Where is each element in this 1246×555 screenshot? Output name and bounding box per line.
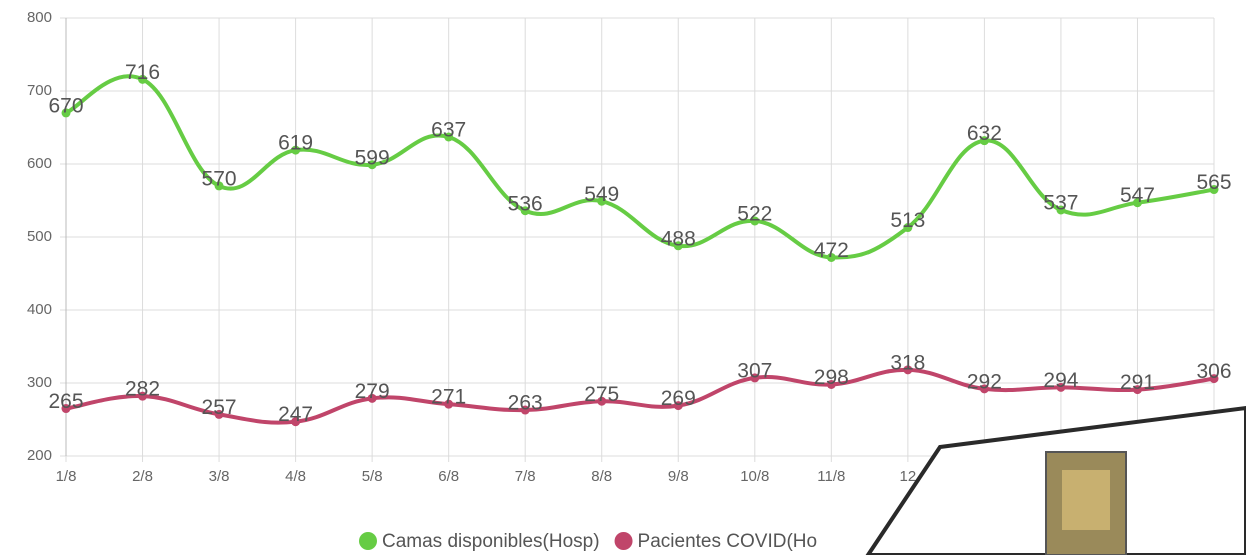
x-tick-label: 8/8 bbox=[591, 468, 612, 485]
x-tick-label: 6/8 bbox=[438, 468, 459, 485]
x-tick-label: 11/8 bbox=[817, 468, 845, 485]
data-label: 294 bbox=[1043, 369, 1078, 392]
data-label: 263 bbox=[508, 392, 543, 415]
data-label: 271 bbox=[431, 386, 466, 409]
point bbox=[979, 136, 989, 146]
point bbox=[444, 399, 454, 409]
x-tick-label: 4/8 bbox=[285, 468, 306, 485]
point bbox=[1209, 185, 1219, 195]
point bbox=[214, 181, 224, 191]
data-label: 279 bbox=[355, 380, 390, 403]
point bbox=[673, 401, 683, 411]
point bbox=[826, 252, 836, 262]
overlay-icon-detail bbox=[1062, 470, 1110, 530]
x-tick-label: 5/8 bbox=[362, 468, 383, 485]
data-label: 513 bbox=[890, 209, 925, 232]
photo-overlay bbox=[865, 405, 1246, 555]
point bbox=[750, 216, 760, 226]
point bbox=[673, 241, 683, 251]
data-label: 318 bbox=[890, 351, 925, 374]
point bbox=[291, 417, 301, 427]
legend-label: Pacientes COVID(Ho bbox=[638, 531, 818, 552]
point bbox=[903, 223, 913, 233]
point bbox=[291, 145, 301, 155]
data-label: 537 bbox=[1043, 192, 1078, 215]
x-tick-label: 1/8 bbox=[56, 468, 77, 485]
data-label: 488 bbox=[661, 227, 696, 250]
data-label: 716 bbox=[125, 61, 160, 84]
data-label: 632 bbox=[967, 122, 1002, 145]
legend-label: Camas disponibles(Hosp) bbox=[382, 531, 600, 552]
data-label: 522 bbox=[737, 202, 772, 225]
legend-marker bbox=[614, 532, 633, 550]
data-label: 306 bbox=[1196, 360, 1231, 383]
data-label: 536 bbox=[508, 192, 543, 215]
data-label: 265 bbox=[48, 390, 83, 413]
data-label: 292 bbox=[967, 370, 1002, 393]
point bbox=[903, 365, 913, 375]
x-tick-label: 2/8 bbox=[132, 468, 153, 485]
legend-marker bbox=[359, 532, 377, 550]
y-tick-label: 800 bbox=[27, 9, 52, 26]
data-label: 619 bbox=[278, 132, 313, 155]
y-tick-label: 700 bbox=[27, 82, 52, 99]
data-label: 307 bbox=[737, 359, 772, 382]
data-label: 565 bbox=[1196, 171, 1231, 194]
series-line bbox=[65, 74, 1215, 260]
data-label: 257 bbox=[202, 396, 237, 419]
point bbox=[1056, 382, 1066, 392]
y-tick-label: 200 bbox=[27, 447, 52, 464]
data-label: 547 bbox=[1120, 184, 1155, 207]
point bbox=[61, 108, 71, 118]
data-label: 472 bbox=[814, 239, 849, 262]
y-tick-label: 600 bbox=[27, 155, 52, 172]
x-tick-label: 9/8 bbox=[668, 468, 689, 485]
data-label: 282 bbox=[125, 378, 160, 401]
point bbox=[138, 74, 148, 84]
point bbox=[826, 379, 836, 389]
point bbox=[597, 196, 607, 206]
point bbox=[214, 409, 224, 419]
data-label: 570 bbox=[202, 167, 237, 190]
x-tick-label: 12 bbox=[900, 468, 917, 485]
point bbox=[979, 384, 989, 394]
data-label: 291 bbox=[1120, 371, 1155, 394]
point bbox=[1132, 385, 1142, 395]
data-label: 670 bbox=[48, 94, 83, 117]
point bbox=[1209, 374, 1219, 384]
data-label: 599 bbox=[355, 146, 390, 169]
y-tick-label: 300 bbox=[27, 374, 52, 391]
data-label: 247 bbox=[278, 403, 313, 426]
point bbox=[1132, 198, 1142, 208]
point bbox=[367, 160, 377, 170]
data-label: 298 bbox=[814, 366, 849, 389]
x-tick-label: 10/8 bbox=[740, 468, 769, 485]
point bbox=[367, 393, 377, 403]
data-label: 637 bbox=[431, 119, 466, 142]
point bbox=[750, 373, 760, 383]
series-line bbox=[65, 367, 1215, 425]
x-tick-label: 7/8 bbox=[515, 468, 536, 485]
x-tick-label: 3/8 bbox=[209, 468, 230, 485]
point bbox=[597, 396, 607, 406]
data-label: 269 bbox=[661, 387, 696, 410]
point bbox=[444, 132, 454, 142]
data-label: 275 bbox=[584, 383, 619, 406]
point bbox=[520, 206, 530, 216]
point bbox=[138, 391, 148, 401]
y-tick-label: 500 bbox=[27, 228, 52, 245]
point bbox=[1056, 205, 1066, 215]
point bbox=[61, 404, 71, 414]
data-label: 549 bbox=[584, 183, 619, 206]
y-tick-label: 400 bbox=[27, 301, 52, 318]
point bbox=[520, 405, 530, 415]
